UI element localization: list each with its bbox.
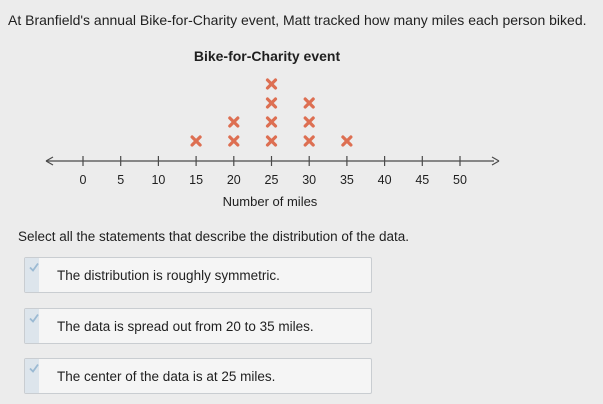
x-mark-stroke — [265, 78, 278, 90]
tick-label: 5 — [117, 173, 124, 187]
answer-option-3[interactable]: The center of the data is at 25 miles. — [24, 358, 372, 394]
checkmark-icon — [29, 262, 39, 272]
x-mark-stroke — [265, 97, 278, 109]
x-mark — [265, 78, 278, 90]
x-mark-stroke — [228, 135, 240, 147]
x-mark-stroke — [190, 135, 202, 147]
x-mark — [303, 116, 315, 128]
number-line — [45, 156, 500, 166]
x-mark — [265, 135, 278, 147]
tick-label: 30 — [302, 173, 316, 187]
x-mark — [228, 135, 240, 147]
x-mark-stroke — [265, 135, 278, 147]
option-label: The center of the data is at 25 miles. — [57, 369, 276, 384]
data-marks — [190, 78, 353, 147]
x-mark-stroke — [303, 135, 315, 147]
checkmark-icon — [29, 313, 39, 323]
answer-option-1[interactable]: The distribution is roughly symmetric. — [24, 257, 372, 293]
tick-label: 15 — [189, 173, 203, 187]
tick-label: 20 — [227, 173, 241, 187]
tick-label: 25 — [265, 173, 279, 187]
x-axis-label: Number of miles — [223, 194, 318, 209]
x-mark — [265, 97, 278, 109]
tick-label: 45 — [415, 173, 429, 187]
tick-labels: 0 5 10 15 20 25 30 35 40 45 50 — [80, 173, 467, 187]
x-mark — [341, 135, 353, 147]
tick-label: 50 — [453, 173, 467, 187]
tick-label: 35 — [340, 173, 354, 187]
x-mark-stroke — [228, 116, 240, 128]
tick-label: 40 — [378, 173, 392, 187]
dot-plot: Bike-for-Charity event 0 5 10 15 20 25 30 35 40 4… — [0, 40, 603, 220]
x-mark — [190, 135, 202, 147]
answer-option-2[interactable]: The data is spread out from 20 to 35 mil… — [24, 308, 372, 344]
dot-plot-svg: Bike-for-Charity event 0 5 10 15 20 25 30 35 40 4… — [45, 48, 500, 209]
x-mark-stroke — [303, 97, 315, 109]
tick-label: 10 — [151, 173, 165, 187]
option-label: The distribution is roughly symmetric. — [57, 268, 280, 283]
instruction-text: Select all the statements that describe … — [18, 229, 409, 244]
x-mark — [303, 135, 315, 147]
x-mark-stroke — [341, 135, 353, 147]
x-mark — [265, 116, 278, 128]
left-arrow-icon — [45, 156, 54, 166]
chart-title: Bike-for-Charity event — [194, 48, 341, 64]
x-mark — [303, 97, 315, 109]
right-arrow-icon — [491, 156, 500, 166]
checkmark-icon — [29, 363, 39, 373]
x-mark-stroke — [303, 116, 315, 128]
x-mark-stroke — [265, 116, 278, 128]
option-label: The data is spread out from 20 to 35 mil… — [57, 319, 314, 334]
tick-label: 0 — [80, 173, 87, 187]
x-mark — [228, 116, 240, 128]
question-text: At Branfield's annual Bike-for-Charity e… — [8, 12, 587, 28]
